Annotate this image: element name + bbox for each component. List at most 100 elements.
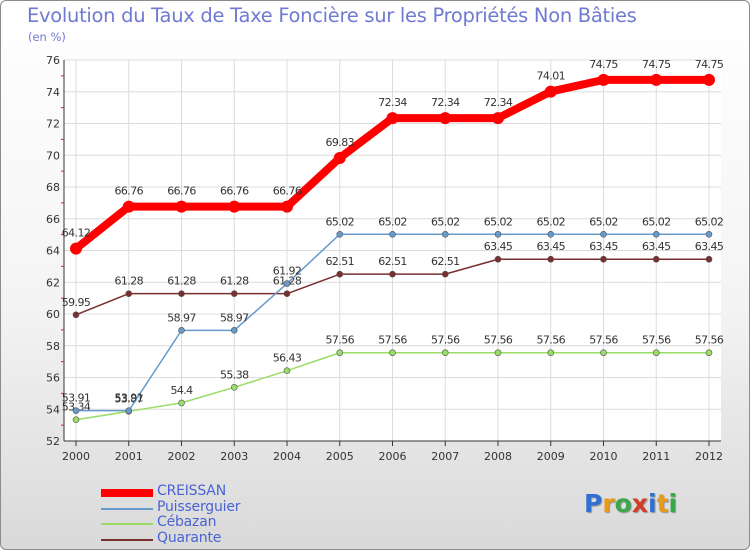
data-point xyxy=(70,242,82,255)
logo-letter: i xyxy=(668,489,678,518)
x-tick-label: 2007 xyxy=(431,450,459,463)
data-label: 54.4 xyxy=(170,384,193,397)
data-label: 57.56 xyxy=(537,334,566,347)
data-label: 66.76 xyxy=(115,185,144,198)
data-point xyxy=(441,231,449,238)
data-label: 62.51 xyxy=(326,255,355,268)
data-point xyxy=(597,73,610,86)
data-point xyxy=(72,416,80,424)
data-label: 61.28 xyxy=(220,275,249,288)
legend-swatch xyxy=(101,507,153,510)
data-label: 57.56 xyxy=(378,334,407,347)
data-point xyxy=(336,231,344,238)
logo-letter: i xyxy=(648,489,657,518)
data-label: 65.02 xyxy=(589,215,618,228)
data-point xyxy=(230,290,238,297)
data-label: 66.76 xyxy=(167,185,196,198)
x-tick-label: 2008 xyxy=(484,450,512,463)
x-tick-label: 2011 xyxy=(642,450,670,463)
data-point xyxy=(389,231,396,238)
data-label: 74.75 xyxy=(695,58,724,71)
data-label: 61.28 xyxy=(115,275,144,288)
data-label: 63.45 xyxy=(695,240,724,253)
data-point xyxy=(72,311,80,319)
data-point xyxy=(283,280,291,287)
data-point xyxy=(283,290,291,297)
legend-swatch xyxy=(101,489,153,497)
data-label: 65.02 xyxy=(326,215,355,228)
data-point xyxy=(230,384,238,391)
data-label: 65.02 xyxy=(484,215,513,228)
data-label: 58.97 xyxy=(167,311,196,324)
data-label: 74.01 xyxy=(537,70,566,83)
data-point xyxy=(703,73,715,86)
legend-label: CREISSAN xyxy=(157,483,226,499)
data-point xyxy=(600,349,607,357)
data-point xyxy=(650,73,663,86)
data-point xyxy=(336,349,344,357)
logo-letter: r xyxy=(602,489,615,518)
data-point xyxy=(492,112,504,125)
data-label: 65.02 xyxy=(431,215,460,228)
data-label: 72.34 xyxy=(378,96,407,109)
data-point xyxy=(547,231,555,238)
data-label: 53.87 xyxy=(115,392,144,405)
data-label: 57.56 xyxy=(326,334,355,347)
data-point xyxy=(652,349,660,357)
x-tick-label: 2005 xyxy=(326,450,354,463)
data-point xyxy=(652,255,660,263)
data-point xyxy=(705,349,713,357)
data-point xyxy=(125,407,133,414)
logo-letter: P xyxy=(584,489,603,518)
y-tick-label: 56 xyxy=(46,372,60,385)
data-label: 74.75 xyxy=(642,58,671,71)
data-point xyxy=(547,255,555,263)
data-point xyxy=(178,399,185,407)
data-label: 69.83 xyxy=(326,136,355,149)
x-tick-label: 2009 xyxy=(537,450,565,463)
data-point xyxy=(600,231,607,238)
unit-label: (en %) xyxy=(28,30,66,44)
data-point xyxy=(175,200,188,213)
data-label: 57.56 xyxy=(484,334,513,347)
y-tick-label: 68 xyxy=(46,181,60,194)
proxiti-logo: Proxiti xyxy=(584,489,677,518)
data-label: 63.45 xyxy=(589,240,618,253)
data-point xyxy=(333,151,346,164)
legend-swatch xyxy=(101,538,153,541)
data-point xyxy=(122,200,135,213)
data-point xyxy=(283,367,291,374)
data-label: 65.02 xyxy=(537,215,566,228)
data-label: 56.43 xyxy=(273,352,302,365)
data-point xyxy=(441,349,449,357)
logo-letter: x xyxy=(631,489,648,518)
data-point xyxy=(441,270,449,278)
y-tick-label: 52 xyxy=(46,435,60,448)
data-label: 57.56 xyxy=(431,334,460,347)
y-tick-label: 74 xyxy=(46,86,60,99)
data-point xyxy=(389,270,396,278)
data-point xyxy=(494,349,502,357)
data-label: 65.02 xyxy=(695,215,724,228)
data-label: 65.02 xyxy=(378,215,407,228)
data-point xyxy=(600,255,607,263)
data-label: 74.75 xyxy=(589,58,618,71)
x-tick-label: 2002 xyxy=(168,450,196,463)
data-point xyxy=(228,200,241,213)
data-point xyxy=(178,290,185,297)
data-label: 66.76 xyxy=(220,185,249,198)
legend-label: Cébazan xyxy=(157,514,217,530)
data-label: 63.45 xyxy=(484,240,513,253)
x-tick-label: 2001 xyxy=(115,450,143,463)
data-label: 53.91 xyxy=(115,392,144,405)
data-point xyxy=(705,231,713,238)
data-label: 66.76 xyxy=(273,185,302,198)
data-label: 57.56 xyxy=(642,334,671,347)
data-point xyxy=(178,327,185,334)
data-point xyxy=(494,231,502,238)
x-tick-label: 2003 xyxy=(220,450,248,463)
data-label: 61.92 xyxy=(273,265,302,278)
data-label: 57.56 xyxy=(695,334,724,347)
data-label: 58.97 xyxy=(220,311,249,324)
